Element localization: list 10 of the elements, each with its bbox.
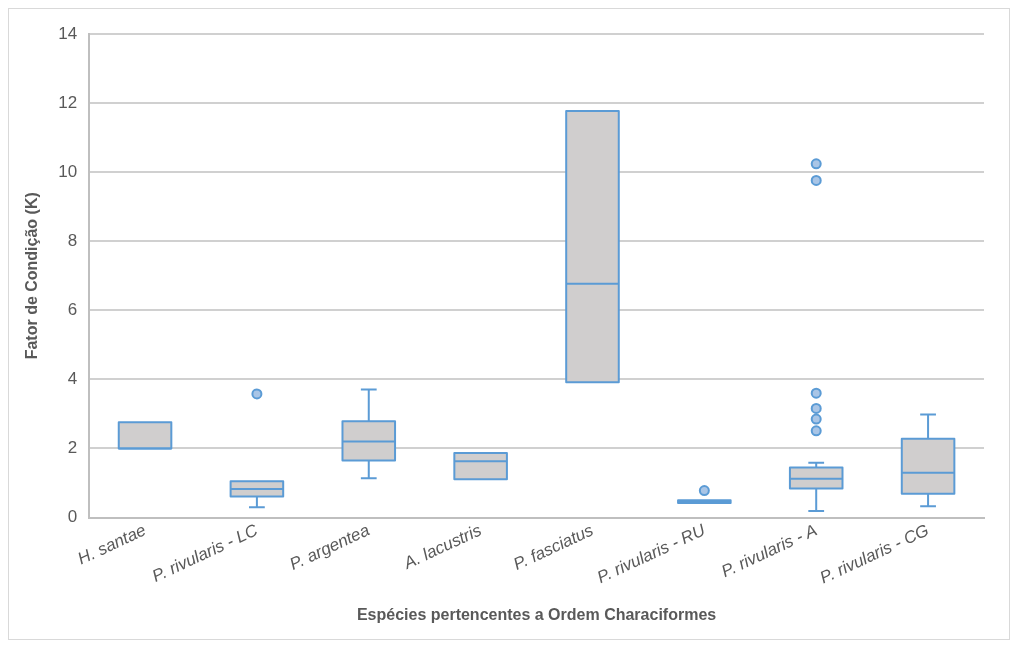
y-tick-label: 4 [67,369,78,389]
y-tick-label: 8 [67,230,78,250]
y-tick-label: 12 [58,92,78,112]
y-tick-label: 6 [67,300,78,319]
y-tick-label: 10 [58,161,78,181]
y-tick-label: 0 [67,507,78,527]
x-axis-title: Espécies pertencentes a Ordem Characiformes [356,605,717,623]
y-axis-title: Fator de Condição (K) [23,192,41,360]
y-tick-label: 2 [67,438,78,458]
y-tick-label: 14 [58,23,78,43]
